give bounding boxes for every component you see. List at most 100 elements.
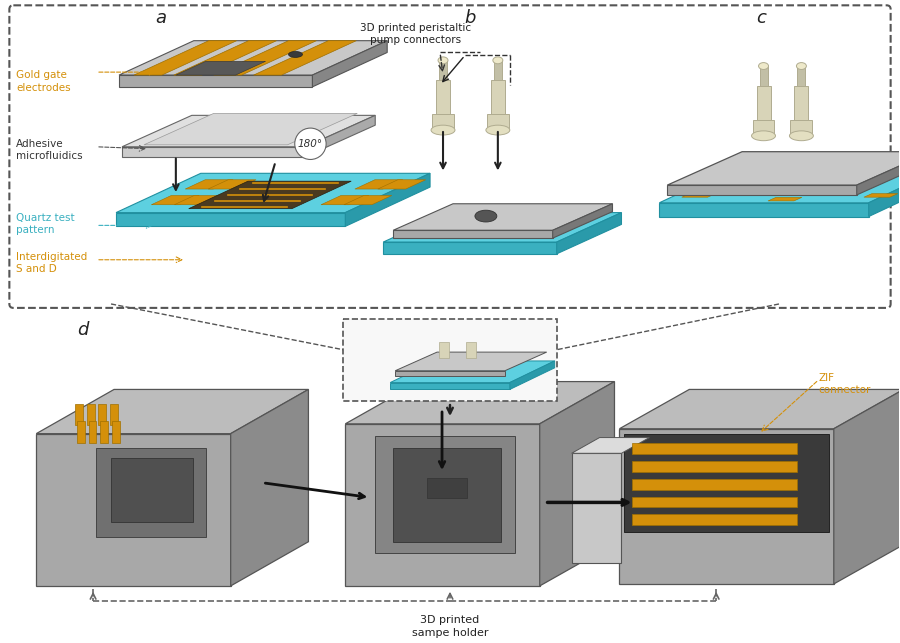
Ellipse shape	[493, 57, 503, 64]
Text: Interdigitated
S and D: Interdigitated S and D	[16, 252, 87, 275]
Polygon shape	[832, 168, 866, 171]
Polygon shape	[119, 41, 387, 75]
Ellipse shape	[759, 62, 769, 69]
Polygon shape	[119, 75, 312, 87]
Polygon shape	[96, 448, 206, 537]
Ellipse shape	[486, 125, 509, 135]
Polygon shape	[101, 421, 109, 443]
Polygon shape	[557, 213, 622, 254]
Text: Quartz test
pattern: Quartz test pattern	[16, 213, 75, 235]
Polygon shape	[346, 381, 615, 424]
Polygon shape	[346, 174, 430, 226]
Polygon shape	[344, 195, 392, 204]
Text: b: b	[464, 9, 475, 27]
Polygon shape	[378, 180, 426, 189]
Polygon shape	[383, 242, 557, 254]
Polygon shape	[428, 478, 467, 498]
Polygon shape	[682, 194, 716, 197]
Polygon shape	[797, 66, 806, 86]
Polygon shape	[395, 371, 505, 376]
Polygon shape	[175, 195, 222, 204]
Polygon shape	[391, 383, 509, 390]
Polygon shape	[208, 180, 256, 189]
Polygon shape	[189, 181, 351, 209]
Ellipse shape	[438, 57, 448, 64]
Polygon shape	[436, 80, 450, 114]
Polygon shape	[722, 175, 756, 179]
Polygon shape	[383, 213, 622, 242]
Polygon shape	[417, 230, 453, 233]
Ellipse shape	[475, 210, 497, 222]
Polygon shape	[321, 195, 369, 204]
Ellipse shape	[752, 131, 776, 141]
Polygon shape	[346, 424, 540, 586]
Polygon shape	[633, 444, 796, 454]
Polygon shape	[185, 180, 233, 189]
Ellipse shape	[796, 62, 806, 69]
Polygon shape	[752, 120, 775, 136]
Text: 3D printed
sampe holder: 3D printed sampe holder	[412, 615, 488, 638]
Polygon shape	[633, 461, 796, 472]
Polygon shape	[572, 438, 650, 453]
Polygon shape	[491, 80, 505, 114]
Polygon shape	[76, 421, 85, 443]
FancyBboxPatch shape	[343, 319, 557, 401]
Text: d: d	[77, 322, 89, 340]
Polygon shape	[98, 404, 106, 425]
Polygon shape	[355, 180, 403, 189]
Text: c: c	[756, 9, 766, 27]
Polygon shape	[534, 230, 569, 233]
Polygon shape	[768, 197, 802, 201]
FancyBboxPatch shape	[9, 5, 891, 308]
Polygon shape	[393, 448, 500, 541]
Polygon shape	[230, 390, 309, 586]
Polygon shape	[86, 404, 94, 425]
Polygon shape	[452, 230, 487, 233]
Polygon shape	[667, 185, 857, 195]
Polygon shape	[116, 213, 346, 226]
Polygon shape	[757, 86, 770, 120]
Polygon shape	[122, 115, 375, 147]
Polygon shape	[864, 194, 898, 197]
Polygon shape	[122, 147, 305, 157]
Polygon shape	[833, 390, 900, 584]
Polygon shape	[499, 230, 535, 233]
Polygon shape	[75, 404, 83, 425]
Polygon shape	[540, 381, 615, 586]
Polygon shape	[213, 41, 317, 75]
Polygon shape	[111, 458, 193, 522]
Polygon shape	[116, 174, 430, 213]
Polygon shape	[633, 496, 796, 507]
Polygon shape	[660, 165, 900, 203]
Text: 3D printed peristaltic
pump connectors: 3D printed peristaltic pump connectors	[359, 23, 471, 46]
Polygon shape	[305, 115, 375, 157]
Text: ZIF
connector: ZIF connector	[819, 373, 871, 395]
Ellipse shape	[289, 51, 302, 57]
Text: 180°: 180°	[298, 139, 323, 149]
Polygon shape	[619, 429, 833, 584]
Polygon shape	[88, 421, 96, 443]
Polygon shape	[509, 361, 554, 390]
Polygon shape	[176, 61, 266, 75]
Polygon shape	[619, 390, 900, 429]
Polygon shape	[553, 204, 613, 238]
Polygon shape	[795, 86, 808, 120]
Polygon shape	[633, 514, 796, 525]
Text: Adhesive
microfluidics: Adhesive microfluidics	[16, 139, 83, 161]
Text: a: a	[156, 9, 166, 27]
Polygon shape	[625, 433, 829, 532]
Polygon shape	[432, 114, 454, 130]
Polygon shape	[660, 203, 868, 217]
Polygon shape	[36, 433, 230, 586]
Polygon shape	[439, 341, 449, 358]
Polygon shape	[151, 195, 199, 204]
Polygon shape	[494, 60, 502, 80]
Polygon shape	[760, 66, 768, 86]
Polygon shape	[633, 479, 796, 489]
Polygon shape	[466, 341, 476, 358]
Polygon shape	[111, 404, 119, 425]
Polygon shape	[36, 390, 309, 433]
Polygon shape	[174, 41, 276, 75]
Polygon shape	[790, 120, 813, 136]
Text: Gold gate
electrodes: Gold gate electrodes	[16, 70, 71, 93]
